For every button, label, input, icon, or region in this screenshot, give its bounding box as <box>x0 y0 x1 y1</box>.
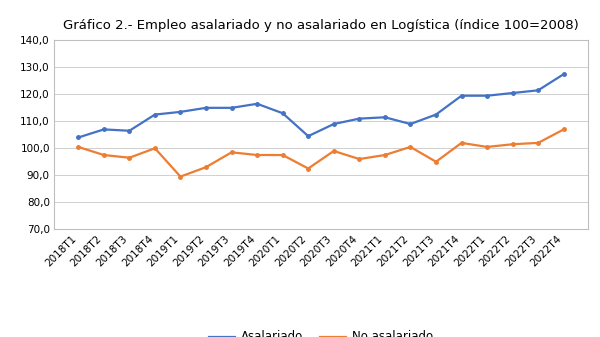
No asalariado <box>100 153 107 157</box>
No asalariado <box>228 150 235 154</box>
No asalariado <box>74 145 82 149</box>
No asalariado <box>509 142 516 146</box>
Asalariado <box>74 135 82 140</box>
Asalariado <box>202 106 209 110</box>
Asalariado <box>407 122 414 126</box>
No asalariado <box>279 153 286 157</box>
Asalariado <box>126 129 133 133</box>
Asalariado <box>433 113 440 117</box>
Line: Asalariado: Asalariado <box>77 72 565 139</box>
Legend: Asalariado, No asalariado: Asalariado, No asalariado <box>204 326 438 337</box>
No asalariado <box>356 157 363 161</box>
Asalariado <box>535 88 542 92</box>
Asalariado <box>151 113 158 117</box>
No asalariado <box>151 146 158 150</box>
No asalariado <box>484 145 491 149</box>
Asalariado <box>305 134 312 138</box>
No asalariado <box>254 153 261 157</box>
Line: No asalariado: No asalariado <box>77 128 565 178</box>
Asalariado <box>381 115 388 119</box>
No asalariado <box>560 127 568 131</box>
No asalariado <box>407 145 414 149</box>
No asalariado <box>202 165 209 169</box>
No asalariado <box>330 149 337 153</box>
Asalariado <box>279 111 286 115</box>
Asalariado <box>177 110 184 114</box>
Asalariado <box>509 91 516 95</box>
No asalariado <box>433 160 440 164</box>
No asalariado <box>126 156 133 160</box>
Asalariado <box>228 106 235 110</box>
Asalariado <box>254 102 261 106</box>
Asalariado <box>560 72 568 76</box>
No asalariado <box>535 141 542 145</box>
Title: Gráfico 2.- Empleo asalariado y no asalariado en Logística (índice 100=2008): Gráfico 2.- Empleo asalariado y no asala… <box>63 19 579 32</box>
Asalariado <box>100 127 107 131</box>
Asalariado <box>356 117 363 121</box>
No asalariado <box>305 166 312 171</box>
Asalariado <box>330 122 337 126</box>
No asalariado <box>381 153 388 157</box>
No asalariado <box>177 175 184 179</box>
Asalariado <box>484 94 491 98</box>
No asalariado <box>458 141 465 145</box>
Asalariado <box>458 94 465 98</box>
